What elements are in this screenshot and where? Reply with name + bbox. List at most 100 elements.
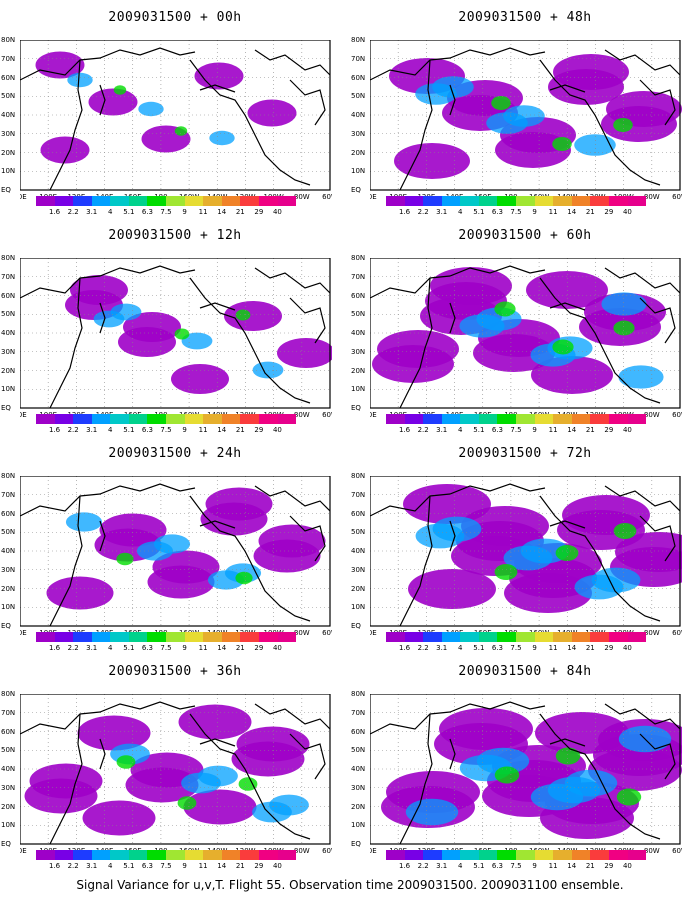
legend-label: 40 xyxy=(272,426,282,434)
legend-label: 40 xyxy=(272,862,282,870)
legend-label: 3.1 xyxy=(436,862,448,870)
legend-label: 21 xyxy=(235,208,245,216)
legend-label: 3.1 xyxy=(86,862,98,870)
variance-map: 80E100E120E140E160E180160W140W120W100W80… xyxy=(370,694,682,855)
color-legend xyxy=(386,196,647,206)
legend-swatch xyxy=(460,196,479,206)
x-tick-label: 80E xyxy=(370,629,377,637)
x-tick-label: 60W xyxy=(672,193,682,201)
y-tick-label: EQ xyxy=(351,840,361,848)
legend-swatch xyxy=(110,632,129,642)
legend-label: 21 xyxy=(585,208,595,216)
legend-swatch xyxy=(240,850,259,860)
y-tick-label: 70N xyxy=(1,490,16,499)
legend-label: 14 xyxy=(567,426,577,434)
legend-swatch xyxy=(184,414,204,424)
legend-swatch xyxy=(553,414,572,424)
legend-swatch xyxy=(423,414,442,424)
legend-swatch xyxy=(423,850,442,860)
y-tick-label: 70N xyxy=(1,272,16,281)
legend-swatch xyxy=(240,414,259,424)
x-tick-label: 80E xyxy=(370,847,377,855)
y-tick-label: 10N xyxy=(351,167,366,176)
legend-label: 2.2 xyxy=(417,862,429,870)
legend-label: 29 xyxy=(254,644,264,652)
legend-swatch xyxy=(128,632,148,642)
legend-label: 14 xyxy=(567,644,577,652)
y-tick-label: 70N xyxy=(1,54,16,63)
x-tick-label: 60W xyxy=(672,411,682,419)
map-panel: 2009031500 + 72h 80E100E120E140E160E18016… xyxy=(350,436,700,654)
y-tick-label: 50N xyxy=(351,528,366,537)
legend-swatch xyxy=(590,414,609,424)
legend-swatch xyxy=(423,632,442,642)
legend-label: 3.1 xyxy=(86,426,98,434)
legend-swatch xyxy=(221,414,241,424)
legend-swatch xyxy=(73,196,92,206)
legend-label: 2.2 xyxy=(67,644,79,652)
legend-label: 11 xyxy=(198,644,208,652)
legend-swatch xyxy=(386,850,405,860)
legend-labels: 1.6 2.2 3.1 4 5.1 6.3 7.5 9 11 14 21 29 40 xyxy=(36,208,296,218)
map-panel: 2009031500 + 12h 80E100E120E140E160E18016… xyxy=(0,218,350,436)
legend-label: 11 xyxy=(198,862,208,870)
legend-swatch xyxy=(110,414,129,424)
legend-swatch xyxy=(441,632,461,642)
legend-label: 1.6 xyxy=(48,208,61,216)
color-legend xyxy=(36,850,297,860)
variance-map: 80E100E120E140E160E180160W140W120W100W80… xyxy=(20,258,332,419)
legend-swatch xyxy=(54,196,74,206)
y-tick-label: 30N xyxy=(351,783,366,792)
legend-label: 6.3 xyxy=(141,426,153,434)
variance-map: 80E100E120E140E160E180160W140W120W100W80… xyxy=(20,40,332,201)
legend-label: 6.3 xyxy=(141,862,153,870)
legend-swatch xyxy=(277,414,297,424)
y-tick-label: EQ xyxy=(1,186,11,194)
y-tick-label: 70N xyxy=(351,708,366,717)
legend-label: 6.3 xyxy=(141,644,153,652)
legend-swatch xyxy=(627,414,647,424)
legend-swatch xyxy=(404,414,424,424)
map-panel: 2009031500 + 24h 80E100E120E140E160E18016… xyxy=(0,436,350,654)
x-tick-label: 80W xyxy=(644,629,660,637)
legend-swatch xyxy=(553,850,572,860)
legend-swatch xyxy=(571,414,591,424)
legend-swatch xyxy=(460,632,479,642)
legend-label: 21 xyxy=(585,426,595,434)
color-legend xyxy=(36,196,297,206)
legend-label: 29 xyxy=(254,862,264,870)
legend-label: 6.3 xyxy=(141,208,153,216)
legend-label: 21 xyxy=(235,426,245,434)
legend-swatch xyxy=(460,850,479,860)
legend-swatch xyxy=(478,850,498,860)
y-tick-label: 40N xyxy=(1,329,16,337)
panel-title: 2009031500 + 12h xyxy=(108,228,242,243)
legend-swatch xyxy=(608,632,628,642)
y-tick-label: 60N xyxy=(351,509,366,518)
legend-label: 14 xyxy=(217,644,227,652)
legend-swatch xyxy=(36,632,55,642)
y-tick-label: 60N xyxy=(351,727,366,736)
color-legend xyxy=(386,632,647,642)
y-tick-label: 40N xyxy=(1,765,16,773)
legend-swatch xyxy=(203,196,222,206)
y-tick-label: 40N xyxy=(351,765,366,773)
legend-labels: 1.6 2.2 3.1 4 5.1 6.3 7.5 9 11 14 21 29 40 xyxy=(36,862,296,872)
x-tick-label: 60W xyxy=(672,629,682,637)
legend-label: 1.6 xyxy=(398,426,411,434)
legend-label: 3.1 xyxy=(436,426,448,434)
legend-label: 2.2 xyxy=(417,208,429,216)
legend-swatch xyxy=(240,632,259,642)
x-tick-label: 80W xyxy=(644,193,660,201)
legend-swatch xyxy=(497,632,517,642)
y-tick-label: 10N xyxy=(351,385,366,394)
legend-swatch xyxy=(203,414,222,424)
legend-label: 7.5 xyxy=(510,862,522,870)
legend-swatch xyxy=(36,414,55,424)
panel-title: 2009031500 + 36h xyxy=(108,664,242,679)
legend-swatch xyxy=(221,850,241,860)
y-tick-label: 30N xyxy=(1,783,16,792)
legend-swatch xyxy=(478,414,498,424)
color-legend xyxy=(36,414,297,424)
legend-swatch xyxy=(128,196,148,206)
